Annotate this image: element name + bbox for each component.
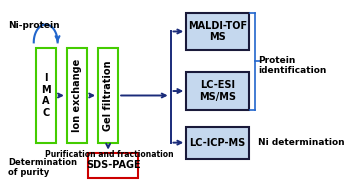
Text: SDS-PAGE: SDS-PAGE xyxy=(86,160,141,170)
FancyBboxPatch shape xyxy=(98,48,118,143)
Text: MALDI-TOF
MS: MALDI-TOF MS xyxy=(188,21,247,42)
Text: Ni determination: Ni determination xyxy=(258,138,344,147)
FancyBboxPatch shape xyxy=(186,13,248,50)
Text: Determination
of purity: Determination of purity xyxy=(8,158,77,177)
Text: LC-ESI
MS/MS: LC-ESI MS/MS xyxy=(199,80,236,102)
FancyBboxPatch shape xyxy=(186,72,248,110)
Text: Protein
identification: Protein identification xyxy=(258,56,326,75)
FancyBboxPatch shape xyxy=(36,48,56,143)
FancyBboxPatch shape xyxy=(67,48,87,143)
FancyBboxPatch shape xyxy=(186,127,248,159)
Text: Purification and fractionation: Purification and fractionation xyxy=(45,150,173,159)
Text: LC-ICP-MS: LC-ICP-MS xyxy=(189,138,246,148)
Text: Ni-protein: Ni-protein xyxy=(8,21,60,30)
FancyBboxPatch shape xyxy=(88,153,138,178)
Text: Gel filtration: Gel filtration xyxy=(103,60,113,131)
Text: I
M
A
C: I M A C xyxy=(41,73,51,118)
Text: Ion exchange: Ion exchange xyxy=(72,59,82,132)
